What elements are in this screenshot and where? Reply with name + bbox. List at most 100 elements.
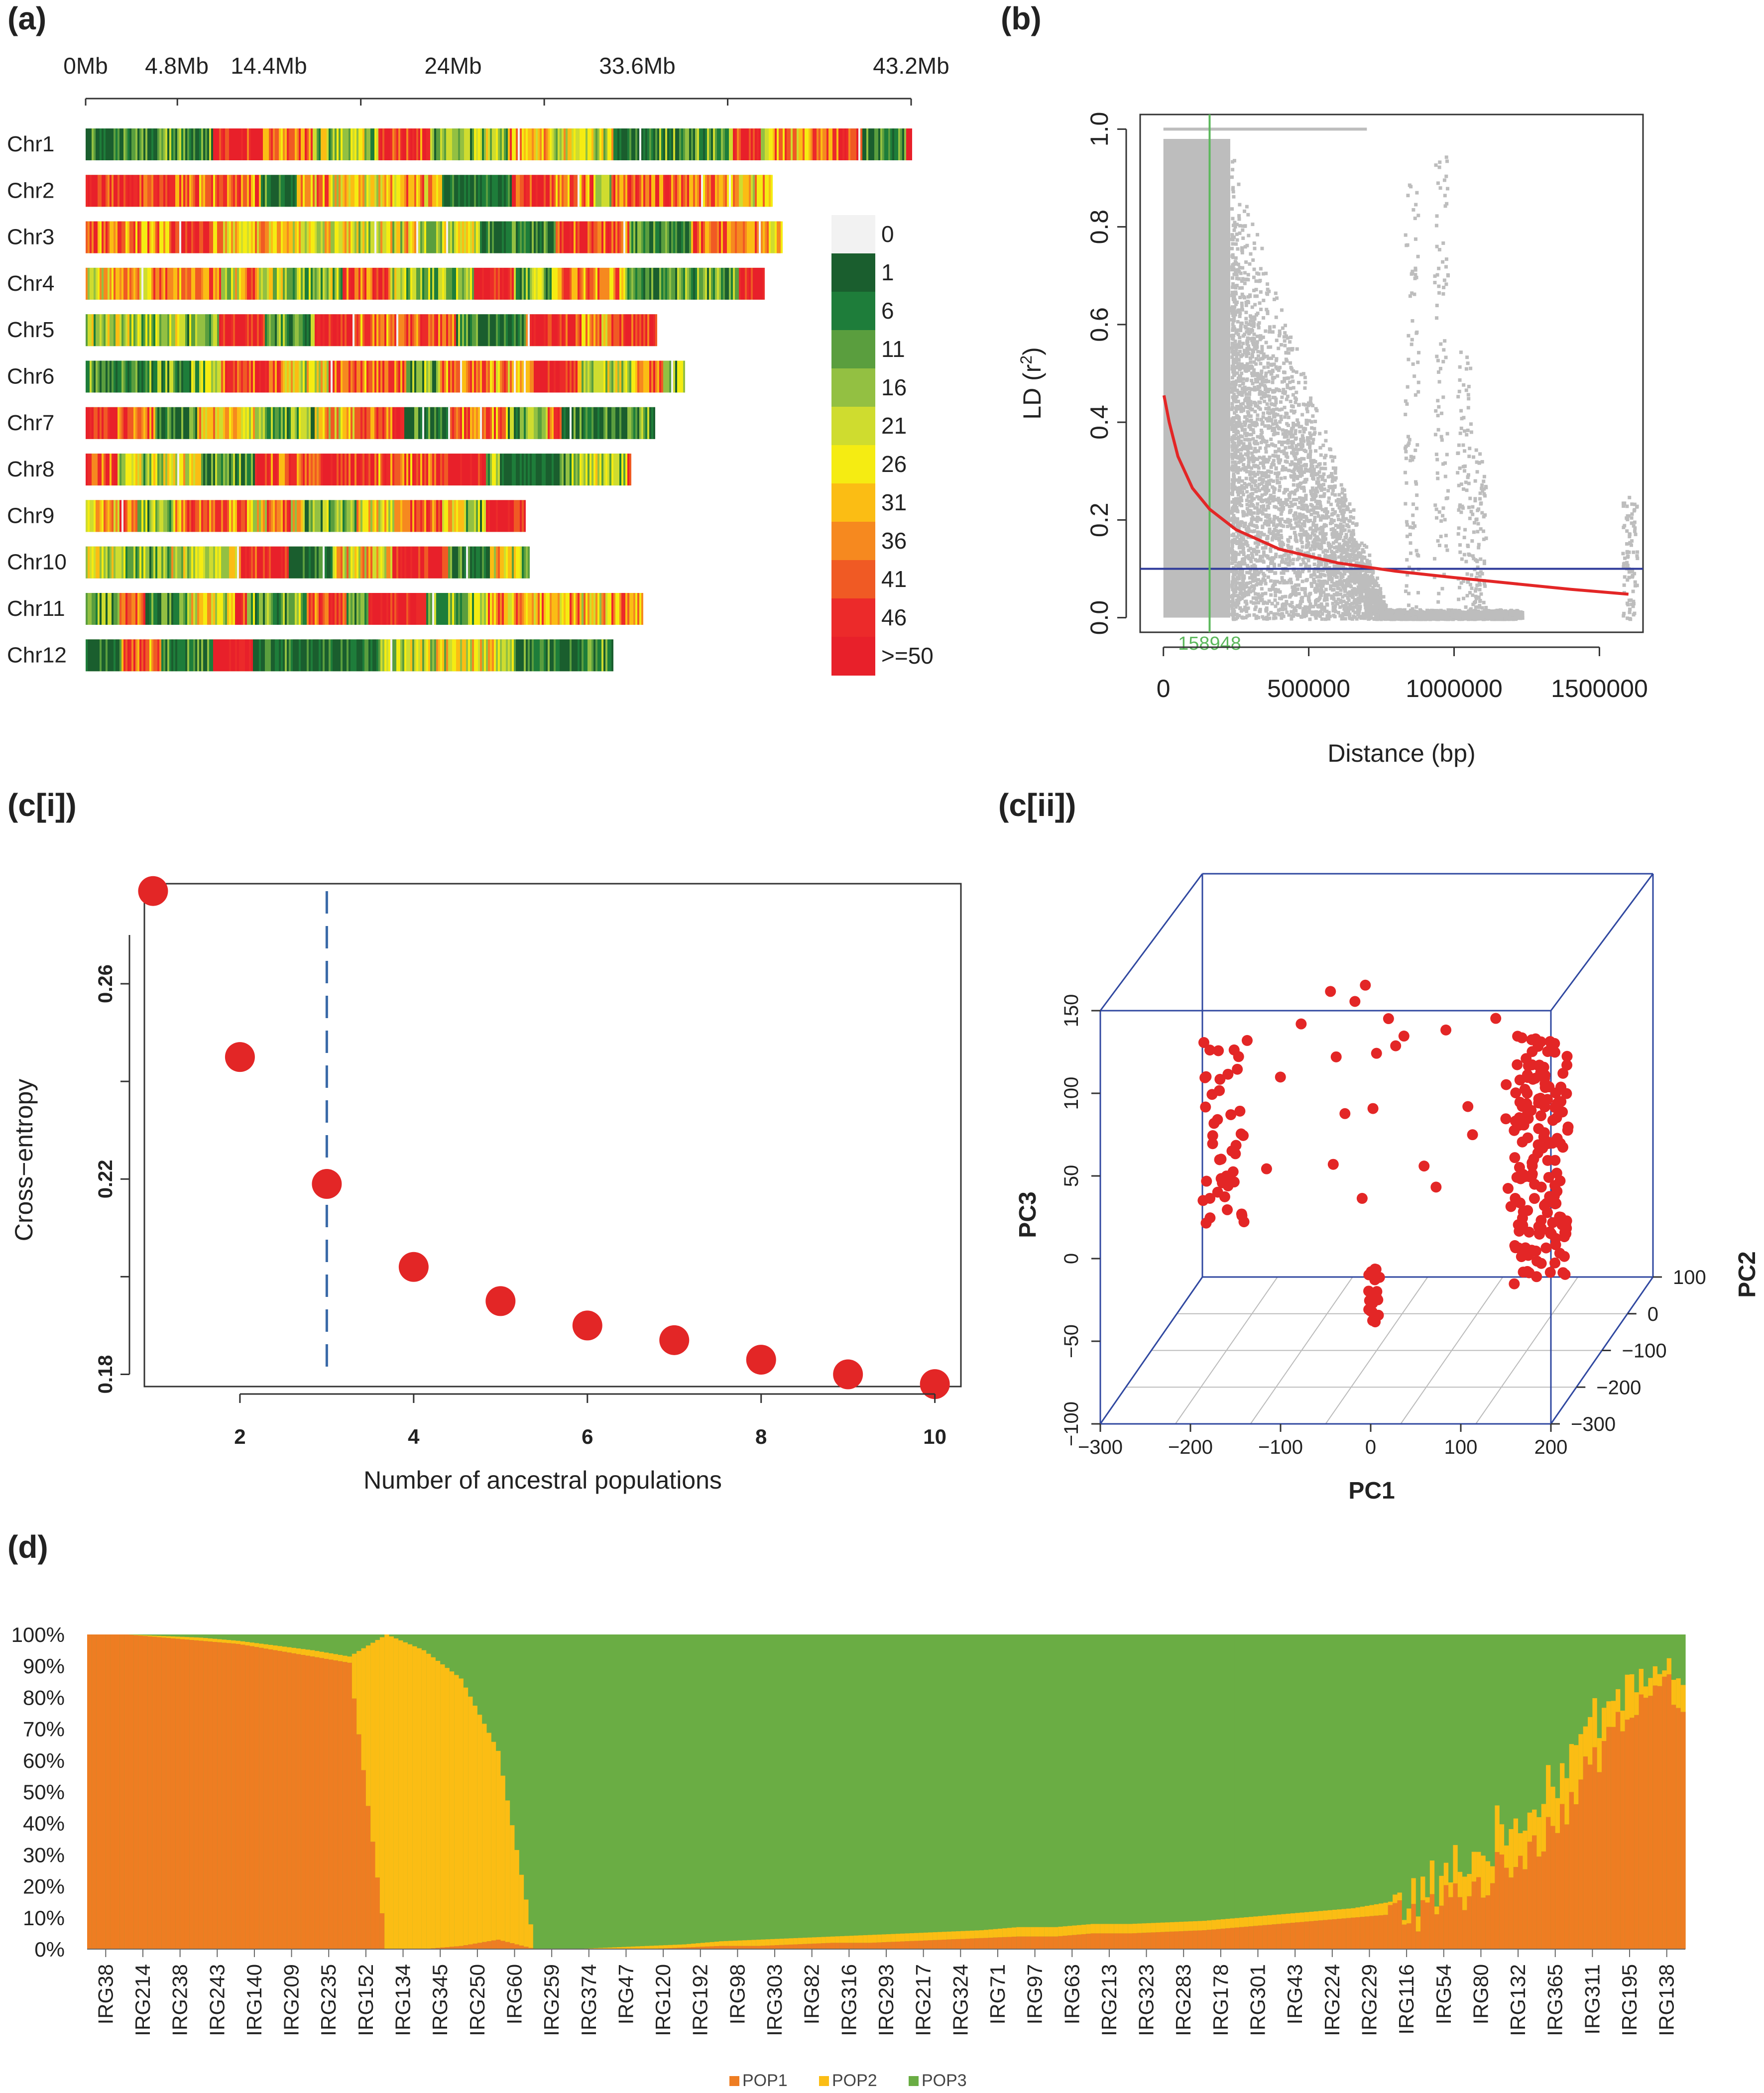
a-density-seg — [313, 407, 315, 439]
a-density-seg — [231, 221, 233, 253]
a-density-seg — [693, 175, 695, 207]
a-density-seg — [247, 407, 249, 439]
a-density-seg — [436, 407, 438, 439]
a-density-seg — [506, 407, 508, 439]
a-density-seg — [341, 593, 343, 625]
a-density-seg — [388, 360, 390, 393]
a-density-seg — [743, 175, 745, 207]
a-density-seg — [406, 267, 408, 300]
a-density-seg — [584, 221, 586, 253]
a-density-seg — [562, 407, 564, 439]
a-density-seg — [452, 267, 454, 300]
a-density-seg — [534, 360, 536, 393]
a-density-seg — [325, 128, 327, 160]
a-density-seg — [311, 407, 313, 439]
a-density-seg — [175, 407, 177, 439]
a-density-seg — [295, 639, 297, 672]
a-density-seg — [468, 500, 470, 532]
a-density-seg — [597, 314, 599, 347]
a-density-seg — [201, 360, 203, 393]
a-density-seg — [422, 454, 424, 486]
a-density-seg — [147, 407, 149, 439]
a-density-seg — [647, 360, 649, 393]
a-density-seg — [123, 407, 125, 439]
a-density-seg — [233, 546, 235, 579]
a-density-seg — [617, 175, 619, 207]
a-density-seg — [215, 128, 217, 160]
a-density-seg — [269, 128, 271, 160]
a-density-seg — [570, 314, 572, 347]
a-density-seg — [476, 314, 478, 347]
a-density-seg — [458, 360, 460, 393]
b-point — [1254, 489, 1258, 493]
a-density-seg — [269, 454, 271, 486]
a-density-seg — [119, 500, 121, 532]
a-density-seg — [137, 221, 139, 253]
a-density-seg — [753, 128, 755, 160]
b-point — [1275, 339, 1279, 343]
a-density-seg — [241, 221, 243, 253]
a-density-seg — [191, 314, 193, 347]
a-density-seg — [418, 267, 420, 300]
a-density-seg — [133, 546, 135, 579]
a-density-seg — [703, 267, 705, 300]
a-density-seg — [267, 407, 269, 439]
b-point — [1278, 420, 1282, 424]
a-density-seg — [261, 546, 263, 579]
a-density-seg — [498, 593, 500, 625]
a-density-seg — [315, 407, 317, 439]
a-density-seg — [129, 267, 131, 300]
a-density-seg — [619, 454, 621, 486]
a-density-seg — [615, 221, 617, 253]
a-density-seg — [422, 267, 424, 300]
a-density-seg — [247, 175, 249, 207]
a-density-seg — [273, 639, 275, 672]
a-density-seg — [247, 546, 249, 579]
a-density-seg — [233, 454, 235, 486]
b-point — [1255, 552, 1259, 556]
a-density-seg — [460, 128, 462, 160]
a-density-seg — [291, 500, 293, 532]
a-density-seg — [376, 500, 378, 532]
a-density-seg — [245, 407, 247, 439]
a-density-seg — [349, 314, 351, 347]
a-density-seg — [621, 593, 623, 625]
a-density-seg — [530, 454, 532, 486]
b-point — [1350, 535, 1354, 539]
a-density-seg — [295, 407, 297, 439]
a-density-seg — [311, 500, 313, 532]
a-density-seg — [878, 128, 880, 160]
a-density-seg — [478, 639, 480, 672]
a-density-seg — [627, 360, 629, 393]
a-density-seg — [309, 128, 311, 160]
a-density-seg — [121, 407, 123, 439]
a-density-seg — [458, 175, 460, 207]
a-density-seg — [325, 546, 327, 579]
a-density-seg — [502, 221, 504, 253]
a-density-seg — [155, 454, 157, 486]
a-density-seg — [251, 314, 253, 347]
a-density-seg — [542, 221, 544, 253]
a-density-seg — [683, 175, 685, 207]
a-density-seg — [729, 267, 731, 300]
a-density-seg — [560, 454, 562, 486]
a-density-seg — [351, 639, 353, 672]
b-point — [1308, 431, 1312, 435]
a-density-seg — [504, 314, 506, 347]
a-density-seg — [450, 360, 452, 393]
a-density-seg — [259, 221, 261, 253]
a-density-seg — [123, 221, 125, 253]
a-density-seg — [576, 314, 578, 347]
a-density-seg — [599, 128, 601, 160]
a-density-seg — [362, 593, 364, 625]
a-density-seg — [187, 360, 189, 393]
a-density-seg — [484, 360, 486, 393]
a-density-seg — [143, 407, 145, 439]
a-density-seg — [366, 407, 368, 439]
a-density-seg — [576, 454, 578, 486]
a-density-seg — [378, 500, 380, 532]
b-point — [1300, 541, 1304, 545]
a-legend-swatch — [831, 445, 875, 484]
a-density-seg — [353, 546, 354, 579]
